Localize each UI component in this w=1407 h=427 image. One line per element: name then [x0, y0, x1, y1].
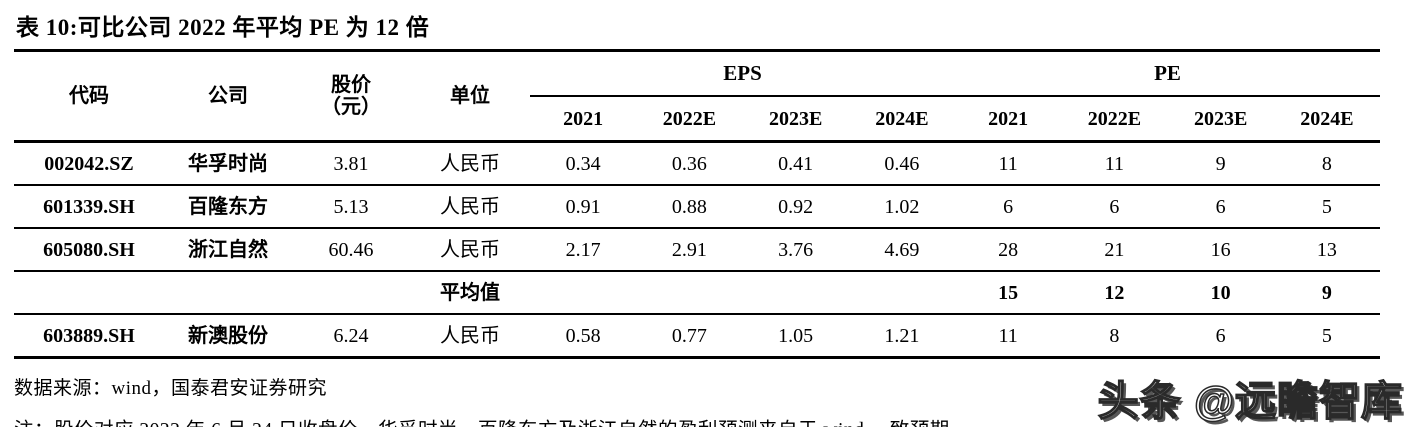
cell-price: 3.81: [292, 141, 410, 186]
cell-eps-2023e: 0.92: [742, 185, 849, 229]
cell-pe-2023e: 6: [1167, 314, 1274, 359]
cell-avg-pe-2024e: 9: [1273, 271, 1380, 315]
cell-currency: 人民币: [410, 228, 530, 272]
col-header-pe-2023e: 2023E: [1167, 96, 1274, 143]
cell-eps-2023e: 0.41: [742, 141, 849, 186]
cell-empty: [848, 271, 955, 315]
cell-eps-2022e: 0.36: [636, 141, 743, 186]
col-header-pe-2022e: 2022E: [1061, 96, 1168, 143]
cell-currency: 人民币: [410, 141, 530, 186]
cell-eps-2021: 0.91: [530, 185, 637, 229]
cell-empty: [292, 271, 410, 315]
comparable-companies-table: 代码 公司 股价 （元） 单位 EPS PE 2021 2022E 2023E …: [14, 52, 1380, 359]
cell-company: 新澳股份: [164, 314, 292, 359]
cell-pe-2022e: 8: [1061, 314, 1168, 359]
cell-price: 6.24: [292, 314, 410, 359]
cell-eps-2021: 0.58: [530, 314, 637, 359]
cell-pe-2021: 11: [955, 314, 1062, 359]
cell-pe-2023e: 6: [1167, 185, 1274, 229]
cell-eps-2022e: 0.88: [636, 185, 743, 229]
cell-eps-2023e: 3.76: [742, 228, 849, 272]
cell-eps-2022e: 2.91: [636, 228, 743, 272]
col-group-eps: EPS: [530, 52, 955, 97]
price-label-line2: （元）: [321, 96, 381, 118]
cell-pe-2022e: 11: [1061, 141, 1168, 186]
cell-company: 浙江自然: [164, 228, 292, 272]
table-body: 002042.SZ 华孚时尚 3.81 人民币 0.34 0.36 0.41 0…: [14, 141, 1380, 359]
cell-company: 百隆东方: [164, 185, 292, 229]
col-header-code: 代码: [14, 52, 164, 143]
table-row-huafu: 002042.SZ 华孚时尚 3.81 人民币 0.34 0.36 0.41 0…: [14, 141, 1380, 186]
cell-empty: [530, 271, 637, 315]
cell-currency: 人民币: [410, 185, 530, 229]
price-label-line1: 股价: [331, 74, 371, 96]
table-header-group-row: 代码 公司 股价 （元） 单位 EPS PE: [14, 52, 1380, 143]
cell-pe-2021: 11: [955, 141, 1062, 186]
table-row-average: 平均值 15 12 10 9: [14, 271, 1380, 315]
table-row-xinao: 603889.SH 新澳股份 6.24 人民币 0.58 0.77 1.05 1…: [14, 314, 1380, 359]
cell-eps-2021: 0.34: [530, 141, 637, 186]
cell-empty: [164, 271, 292, 315]
col-header-unit: 单位: [410, 52, 530, 143]
data-source-line: 数据来源：wind，国泰君安证券研究: [14, 378, 328, 399]
cell-avg-pe-2023e: 10: [1167, 271, 1274, 315]
table-row-zhejiang: 605080.SH 浙江自然 60.46 人民币 2.17 2.91 3.76 …: [14, 228, 1380, 272]
cell-currency: 人民币: [410, 314, 530, 359]
cell-pe-2021: 6: [955, 185, 1062, 229]
cell-empty: [636, 271, 743, 315]
cell-eps-2024e: 0.46: [848, 141, 955, 186]
col-header-price: 股价 （元）: [292, 52, 410, 143]
cell-pe-2023e: 9: [1167, 141, 1274, 186]
cell-pe-2022e: 21: [1061, 228, 1168, 272]
cell-price: 60.46: [292, 228, 410, 272]
cell-code: 002042.SZ: [14, 141, 164, 186]
cell-pe-2024e: 8: [1273, 141, 1380, 186]
footnote-line: 注：股价对应 2022 年 6 月 24 日收盘价，华孚时尚、百隆东方及浙江自然…: [14, 413, 1394, 427]
cell-pe-2022e: 6: [1061, 185, 1168, 229]
cell-code: 605080.SH: [14, 228, 164, 272]
table-header: 代码 公司 股价 （元） 单位 EPS PE 2021 2022E 2023E …: [14, 52, 1380, 143]
col-header-pe-2021: 2021: [955, 96, 1062, 143]
table-header-year-row: 2021 2022E 2023E 2024E 2021 2022E 2023E …: [14, 96, 1380, 143]
cell-eps-2021: 2.17: [530, 228, 637, 272]
cell-pe-2024e: 13: [1273, 228, 1380, 272]
cell-price: 5.13: [292, 185, 410, 229]
cell-pe-2024e: 5: [1273, 314, 1380, 359]
col-header-eps-2021: 2021: [530, 96, 637, 143]
col-group-pe: PE: [955, 52, 1380, 97]
col-header-eps-2024e: 2024E: [848, 96, 955, 143]
cell-avg-pe-2022e: 12: [1061, 271, 1168, 315]
table-title: 表 10:可比公司 2022 年平均 PE 为 12 倍: [14, 6, 1380, 52]
col-header-eps-2022e: 2022E: [636, 96, 743, 143]
cell-eps-2024e: 1.21: [848, 314, 955, 359]
table-row-bailong: 601339.SH 百隆东方 5.13 人民币 0.91 0.88 0.92 1…: [14, 185, 1380, 229]
cell-eps-2023e: 1.05: [742, 314, 849, 359]
watermark-text: 头条 @远瞻智库: [1097, 377, 1403, 425]
col-header-company: 公司: [164, 52, 292, 143]
cell-pe-2021: 28: [955, 228, 1062, 272]
col-header-pe-2024e: 2024E: [1273, 96, 1380, 143]
cell-eps-2024e: 4.69: [848, 228, 955, 272]
cell-empty: [14, 271, 164, 315]
cell-code: 601339.SH: [14, 185, 164, 229]
cell-code: 603889.SH: [14, 314, 164, 359]
cell-company: 华孚时尚: [164, 141, 292, 186]
col-header-eps-2023e: 2023E: [742, 96, 849, 143]
cell-pe-2023e: 16: [1167, 228, 1274, 272]
cell-average-label: 平均值: [410, 271, 530, 315]
cell-avg-pe-2021: 15: [955, 271, 1062, 315]
cell-eps-2024e: 1.02: [848, 185, 955, 229]
cell-eps-2022e: 0.77: [636, 314, 743, 359]
cell-empty: [742, 271, 849, 315]
cell-pe-2024e: 5: [1273, 185, 1380, 229]
